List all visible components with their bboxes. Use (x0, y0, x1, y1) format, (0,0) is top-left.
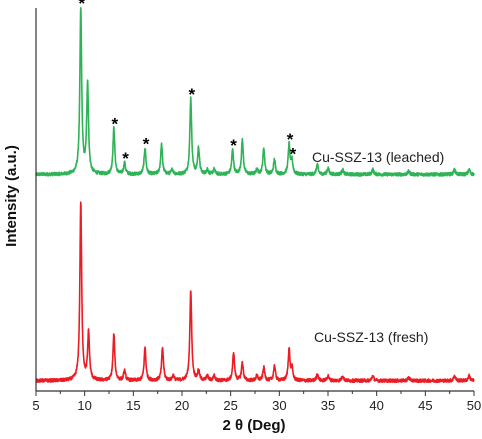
x-tick-label: 25 (223, 398, 237, 413)
peak-marker: * (78, 0, 85, 13)
peak-marker: * (290, 145, 297, 164)
x-tick-label: 30 (272, 398, 286, 413)
x-tick-label: 5 (32, 398, 39, 413)
peak-marker: * (143, 135, 150, 154)
x-axis-label: 2 θ (Deg) (222, 417, 285, 434)
peak-marker: * (188, 85, 195, 104)
peak-marker: * (230, 136, 237, 155)
series-line-1 (35, 201, 475, 384)
peak-marker: * (287, 130, 294, 149)
y-axis-label: Intensity (a.u.) (3, 145, 20, 247)
x-tick-label: 15 (126, 398, 140, 413)
x-tick-label: 40 (369, 398, 383, 413)
peak-marker: * (122, 149, 129, 168)
x-tick-label: 35 (321, 398, 335, 413)
x-tick-label: 20 (175, 398, 189, 413)
x-tick-label: 45 (418, 398, 432, 413)
x-axis-ticks: 5 10 15 20 25 30 35 40 45 50 (32, 391, 481, 413)
series-line-0 (35, 7, 475, 177)
series-label-leached: Cu-SSZ-13 (leached) (312, 149, 444, 165)
plot-area (35, 7, 475, 384)
series-label-fresh: Cu-SSZ-13 (fresh) (314, 329, 428, 345)
peak-marker: * (112, 115, 119, 134)
x-tick-label: 50 (467, 398, 481, 413)
peak-markers: ****** ** (78, 0, 296, 168)
x-tick-label: 10 (77, 398, 91, 413)
